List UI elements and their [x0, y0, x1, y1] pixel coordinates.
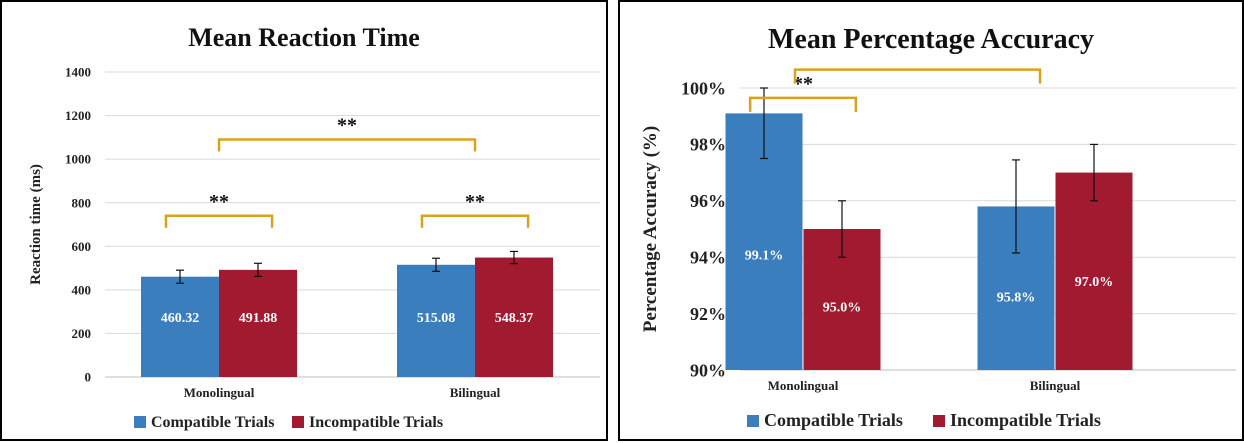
- legend-swatch: [933, 415, 945, 427]
- y-tick-label: 100%: [681, 78, 726, 98]
- legend-label: Incompatible Trials: [950, 410, 1101, 430]
- accuracy-chart: Mean Percentage Accuracy 90% 92% 94% 96% 98% 1…: [640, 24, 1236, 430]
- significance-bracket: [748, 96, 858, 112]
- y-tick-label: 98%: [690, 135, 726, 155]
- x-tick-label: Bilingual: [450, 385, 501, 400]
- y-axis-label: Percentage Accuracy (%): [640, 126, 661, 332]
- y-tick-label: 92%: [690, 304, 726, 324]
- data-label: 548.37: [495, 311, 534, 326]
- significance-bracket: [164, 214, 274, 228]
- significance-bracket: [793, 68, 1042, 84]
- y-axis-label: Reaction time (ms): [28, 164, 44, 285]
- significance-stars: **: [337, 115, 357, 137]
- data-label: 99.1%: [745, 249, 784, 264]
- significance-stars: **: [793, 73, 813, 95]
- y-tick-label: 800: [72, 195, 92, 210]
- legend-label: Incompatible Trials: [309, 414, 443, 431]
- x-tick-label: Monolingual: [184, 385, 255, 400]
- y-tick-label: 1000: [65, 152, 91, 167]
- reaction-time-panel: Mean Reaction Time 0 200 400 600 800 1000 1200 1…: [0, 0, 608, 441]
- legend-label: Compatible Trials: [764, 410, 903, 430]
- y-tick-label: 94%: [690, 248, 726, 268]
- data-label: 515.08: [417, 311, 456, 326]
- y-tick-label: 200: [72, 326, 92, 341]
- y-tick-label: 600: [72, 239, 92, 254]
- legend-swatch: [747, 415, 759, 427]
- y-tick-label: 400: [72, 282, 92, 297]
- legend-label: Compatible Trials: [151, 414, 274, 431]
- significance-bracket: [217, 138, 477, 152]
- bar: [397, 264, 475, 377]
- x-tick-label: Bilingual: [1030, 378, 1081, 393]
- bar: [219, 269, 297, 377]
- chart-title: Mean Percentage Accuracy: [768, 24, 1094, 55]
- bar: [475, 257, 553, 377]
- significance-bracket: [420, 214, 530, 228]
- y-tick-label: 1200: [65, 108, 91, 123]
- bar: [1055, 172, 1133, 370]
- chart-title: Mean Reaction Time: [188, 23, 420, 52]
- data-label: 460.32: [161, 311, 200, 326]
- data-label: 491.88: [239, 311, 278, 326]
- x-tick-label: Monolingual: [768, 378, 839, 393]
- y-tick-label: 96%: [690, 191, 726, 211]
- data-label: 97.0%: [1075, 275, 1114, 290]
- data-label: 95.8%: [997, 290, 1036, 305]
- data-label: 95.0%: [823, 301, 862, 316]
- accuracy-panel: Mean Percentage Accuracy 90% 92% 94% 96% 98% 1…: [618, 0, 1244, 441]
- legend-swatch: [134, 416, 146, 428]
- significance-stars: **: [465, 191, 485, 213]
- y-tick-label: 90%: [690, 360, 726, 380]
- y-tick-label: 1400: [65, 65, 91, 80]
- legend-swatch: [292, 416, 304, 428]
- significance-stars: **: [209, 191, 229, 213]
- bar: [141, 276, 219, 377]
- y-tick-label: 0: [85, 370, 92, 385]
- reaction-time-chart: Mean Reaction Time 0 200 400 600 800 1000 1200 1…: [28, 23, 600, 431]
